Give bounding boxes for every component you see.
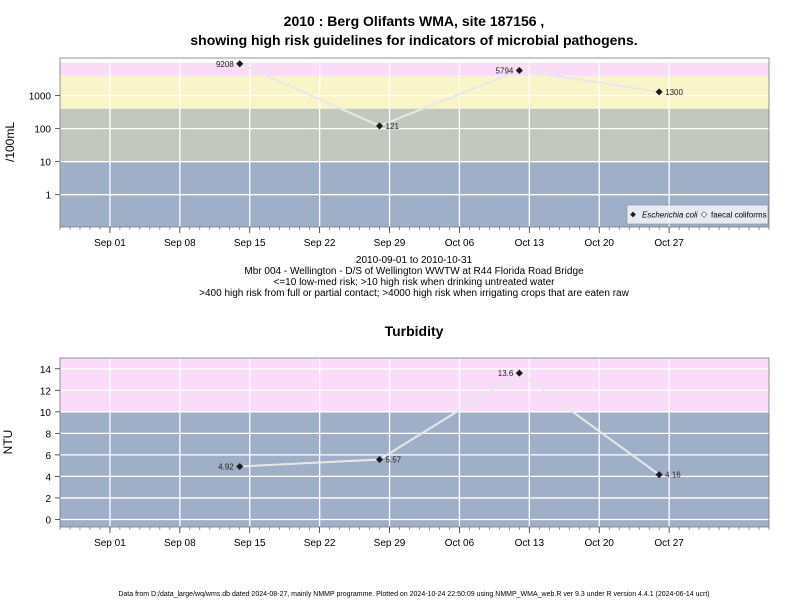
chart2-y-tick-label-6: 12 — [40, 386, 52, 397]
chart1-y-tick-label-3: 1000 — [29, 92, 52, 103]
chart2-y-tick-label-1: 2 — [45, 494, 51, 505]
chart1-caption-line1: 2010-09-01 to 2010-10-31 — [356, 255, 473, 266]
legend-label-ecoli: Escherichia coli — [642, 211, 698, 220]
chart1-data-point-3 — [655, 88, 663, 96]
chart1-x-tick-label-4: Sep 29 — [374, 238, 406, 249]
chart1-data-point-0 — [236, 60, 244, 68]
chart2-x-tick-label-4: Sep 29 — [374, 538, 406, 549]
chart2-band-0 — [60, 358, 769, 412]
legend-marker-ecoli — [630, 211, 636, 218]
chart2-data-label-1: 5.57 — [386, 456, 402, 465]
chart1-data-label-0: 9208 — [216, 60, 234, 69]
chart1-x-tick-label-3: Sep 22 — [304, 238, 336, 249]
chart2-y-tick-label-2: 4 — [45, 472, 51, 483]
chart2-data-point-1 — [376, 455, 384, 464]
chart1-x-tick-label-0: Sep 01 — [94, 238, 126, 249]
chart2-x-tick-label-3: Sep 22 — [304, 538, 336, 549]
chart1-y-tick-label-0: 1 — [45, 191, 51, 202]
chart2-data-point-2 — [515, 369, 523, 377]
chart1-series-line-0 — [239, 62, 660, 128]
chart1-band-1 — [60, 75, 769, 109]
chart2-data-label-0: 4.92 — [218, 463, 234, 472]
chart1-title-line1: 2010 : Berg Olifants WMA, site 187156 , — [284, 13, 545, 29]
chart1-x-tick-label-8: Oct 27 — [654, 238, 684, 249]
chart2-data-label-2: 13.6 — [498, 369, 514, 378]
legend-box — [626, 204, 769, 225]
chart1-title-line2: showing high risk guidelines for indicat… — [190, 32, 637, 48]
chart2-plot-area: Sep 01 Sep 08 Sep 15 Sep 22 Sep 29 Oct 06 Oct … — [40, 357, 770, 549]
legend-marker-faecal — [700, 211, 708, 218]
chart1-x-tick-label-7: Oct 20 — [585, 238, 615, 249]
chart2-x-tick-label-1: Sep 08 — [164, 538, 196, 549]
chart1-y-axis-label: /100mL — [3, 122, 17, 162]
chart1-data-label-2: 5794 — [496, 66, 514, 75]
chart2-data-point-3 — [655, 471, 663, 479]
chart1-caption-line4: >400 high risk from full or partial cont… — [199, 288, 629, 299]
chart2-data-point-0 — [236, 462, 244, 471]
chart1-x-tick-label-2: Sep 15 — [234, 238, 266, 249]
chart2-x-tick-label-8: Oct 27 — [654, 538, 684, 549]
chart1-data-point-2 — [515, 66, 523, 74]
chart1-band-2 — [60, 108, 769, 162]
chart2-y-axis-label: NTU — [1, 430, 15, 455]
chart1-x-tick-label-1: Sep 08 — [164, 238, 196, 249]
chart2-band-1 — [60, 411, 769, 527]
chart1-data-label-3: 1300 — [665, 88, 683, 97]
chart1-plot-area: Sep 01 Sep 08 Sep 15 Sep 22 Sep 29 Oct 06 Oct … — [29, 57, 770, 249]
chart2-x-tick-label-5: Oct 06 — [445, 538, 475, 549]
chart2-series-line-0 — [239, 371, 660, 476]
chart2-x-tick-label-6: Oct 13 — [515, 538, 545, 549]
chart2-y-tick-label-3: 6 — [45, 451, 51, 462]
chart2-y-tick-label-5: 10 — [40, 408, 52, 419]
chart2-y-tick-label-7: 14 — [40, 365, 52, 376]
chart1-x-tick-label-6: Oct 13 — [515, 238, 545, 249]
chart1-caption-line2: Mbr 004 - Wellington - D/S of Wellington… — [244, 266, 584, 277]
chart1-x-tick-label-5: Oct 06 — [445, 238, 475, 249]
chart1-data-point-1 — [376, 122, 384, 130]
chart2-frame — [59, 357, 770, 528]
chart2-x-tick-label-7: Oct 20 — [585, 538, 615, 549]
chart2-data-label-3: 4.16 — [665, 471, 681, 480]
chart1-legend: Escherichia coli faecal coliforms — [626, 204, 769, 225]
chart2-y-tick-label-0: 0 — [45, 515, 51, 526]
chart2-title: Turbidity — [385, 323, 444, 339]
chart1-band-0 — [60, 62, 769, 76]
chart1-y-tick-label-1: 10 — [40, 158, 52, 169]
chart1-data-label-1: 121 — [386, 122, 400, 131]
legend-label-faecal: faecal coliforms — [711, 211, 767, 220]
chart1-y-tick-label-2: 100 — [34, 125, 51, 136]
chart2-x-tick-label-0: Sep 01 — [94, 538, 126, 549]
chart2-y-tick-label-4: 8 — [45, 429, 51, 440]
footer-note: Data from D:/data_large/wq/wms.db dated … — [118, 591, 709, 598]
chart1-frame — [59, 57, 770, 228]
chart1-caption-line3: <=10 low-med risk; >10 high risk when dr… — [274, 277, 556, 288]
chart2-x-tick-label-2: Sep 15 — [234, 538, 266, 549]
